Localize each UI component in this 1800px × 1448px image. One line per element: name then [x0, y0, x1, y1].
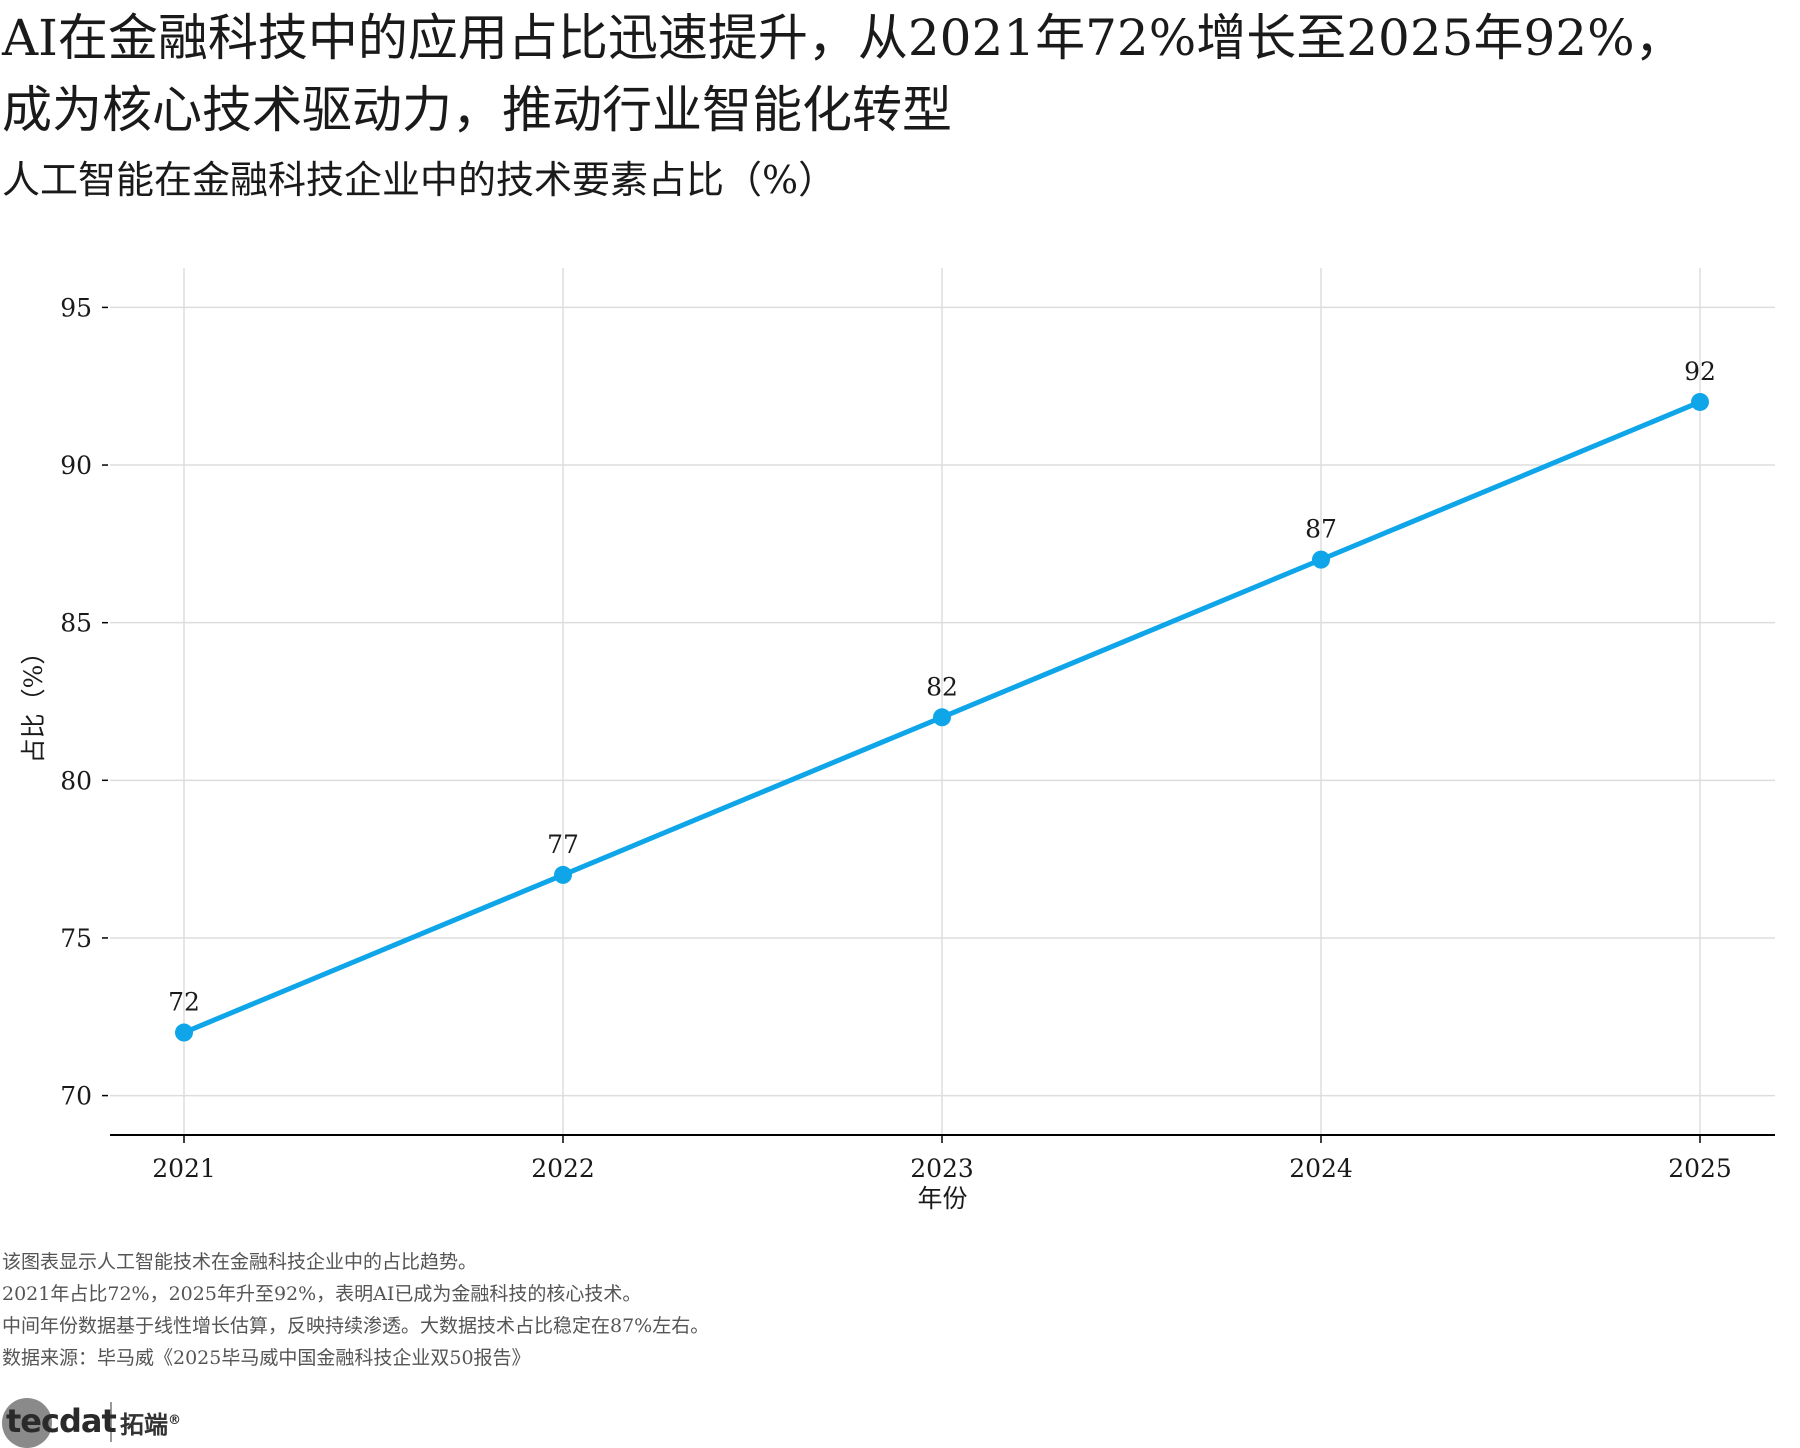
axis-layer: 70 75 80 85 90 95 2021 2022 2023 2024 2025 年份 占比（%） — [19, 293, 1775, 1213]
y-tick-label: 75 — [60, 924, 92, 953]
brand-divider — [110, 1402, 112, 1442]
y-tick-label: 70 — [60, 1082, 92, 1111]
tecdat-logo: tecdat — [0, 1398, 117, 1448]
data-label-2021: 72 — [168, 988, 200, 1017]
y-tick-label: 90 — [60, 451, 92, 480]
data-label-2025: 92 — [1684, 357, 1716, 386]
x-tick-label: 2023 — [910, 1154, 974, 1183]
brand-name-text: 拓端 — [120, 1410, 168, 1439]
data-label-2022: 77 — [547, 830, 579, 859]
note-line-4: 数据来源：毕马威《2025毕马威中国金融科技企业双50报告》 — [2, 1347, 531, 1369]
data-point-2024 — [1312, 550, 1330, 569]
x-tick-label: 2021 — [152, 1154, 216, 1183]
x-tick-label: 2024 — [1289, 1154, 1353, 1183]
x-axis-title: 年份 — [917, 1184, 967, 1213]
chart-notes: 该图表显示人工智能技术在金融科技企业中的占比趋势。 2021年占比72%，202… — [2, 1246, 709, 1374]
y-tick-label: 95 — [60, 293, 92, 322]
y-axis-title: 占比（%） — [19, 640, 48, 764]
logo-wordmark: tecdat — [6, 1402, 117, 1440]
grid-layer — [110, 268, 1775, 1135]
data-point-2022 — [554, 865, 572, 884]
x-tick-label: 2025 — [1668, 1154, 1732, 1183]
data-label-2024: 87 — [1305, 515, 1337, 544]
y-tick-label: 85 — [60, 609, 92, 638]
data-point-2021 — [175, 1023, 193, 1042]
note-line-2: 2021年占比72%，2025年升至92%，表明AI已成为金融科技的核心技术。 — [2, 1283, 642, 1305]
x-tick-label: 2022 — [531, 1154, 595, 1183]
data-point-2025 — [1691, 392, 1709, 411]
registered-mark: ® — [168, 1412, 181, 1428]
label-layer: 72 77 82 87 92 — [168, 357, 1716, 1017]
y-tick-label: 80 — [60, 766, 92, 795]
brand-footer: tecdat 拓端® — [0, 1398, 181, 1448]
note-line-1: 该图表显示人工智能技术在金融科技企业中的占比趋势。 — [2, 1251, 478, 1273]
data-label-2023: 82 — [926, 672, 958, 701]
chart-subtitle: 人工智能在金融科技企业中的技术要素占比（%） — [2, 158, 837, 202]
chart-headline: AI在金融科技中的应用占比迅速提升，从2021年72%增长至2025年92%， … — [2, 2, 1782, 146]
brand-name: 拓端® — [120, 1405, 181, 1440]
headline-line-2: 成为核心技术驱动力，推动行业智能化转型 — [2, 81, 952, 139]
series-layer — [175, 392, 1709, 1042]
headline-line-1: AI在金融科技中的应用占比迅速提升，从2021年72%增长至2025年92%， — [2, 9, 1685, 67]
note-line-3: 中间年份数据基于线性增长估算，反映持续渗透。大数据技术占比稳定在87%左右。 — [2, 1315, 710, 1337]
data-point-2023 — [933, 708, 951, 727]
